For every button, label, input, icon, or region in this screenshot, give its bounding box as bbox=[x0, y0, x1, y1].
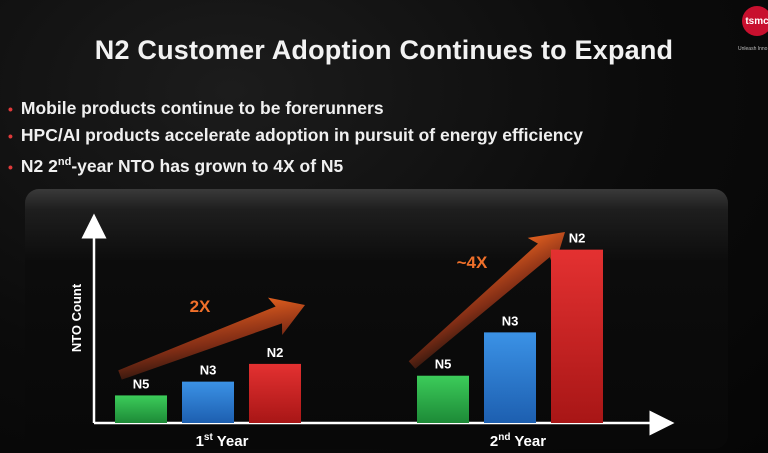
bar-label: N2 bbox=[569, 231, 586, 246]
bullet-text-post: -year NTO has grown to 4X of N5 bbox=[71, 155, 344, 176]
category-label: 2nd Year bbox=[490, 432, 546, 450]
bar-label: N3 bbox=[200, 363, 217, 378]
tsmc-logo: tsmc Unleash Inno bbox=[736, 6, 768, 56]
bullet-dot-icon: • bbox=[8, 128, 13, 144]
bar-label: N5 bbox=[435, 357, 452, 372]
growth-annotation: 2X bbox=[190, 297, 211, 316]
bar-n2 bbox=[249, 363, 301, 423]
bar-label: N5 bbox=[133, 376, 150, 391]
bullet-text-sup: nd bbox=[57, 156, 72, 168]
bullet-dot-icon: • bbox=[8, 101, 13, 117]
bullet-item: • HPC/AI products accelerate adoption in … bbox=[8, 123, 583, 150]
bar-n3 bbox=[484, 332, 536, 423]
page-title: N2 Customer Adoption Continues to Expand bbox=[94, 35, 674, 65]
logo-mark: tsmc bbox=[742, 6, 768, 36]
trend-arrow-icon bbox=[118, 297, 305, 380]
bullet-dot-icon: • bbox=[8, 158, 13, 175]
bullet-text: HPC/AI products accelerate adoption in p… bbox=[20, 125, 583, 145]
y-axis-label: NTO Count bbox=[69, 283, 84, 352]
bullet-text: Mobile products continue to be forerunne… bbox=[20, 98, 384, 118]
bar-n3 bbox=[182, 381, 234, 423]
bar-n5 bbox=[115, 395, 167, 423]
logo-tagline: Unleash Inno bbox=[738, 46, 768, 52]
bar-n5 bbox=[417, 375, 469, 423]
category-label: 1st Year bbox=[196, 432, 249, 450]
bullet-text-pre: N2 2 bbox=[20, 155, 58, 176]
bar-label: N2 bbox=[267, 345, 284, 360]
bar-label: N3 bbox=[502, 313, 519, 328]
growth-annotation: ~4X bbox=[457, 253, 488, 272]
bullet-item: • N2 2nd-year NTO has grown to 4X of N5 bbox=[8, 150, 583, 177]
bar-n2 bbox=[551, 249, 603, 423]
trend-arrow-icon bbox=[408, 232, 565, 369]
bullet-list: • Mobile products continue to be forerunn… bbox=[8, 96, 583, 177]
bullet-item: • Mobile products continue to be forerunn… bbox=[8, 96, 583, 123]
